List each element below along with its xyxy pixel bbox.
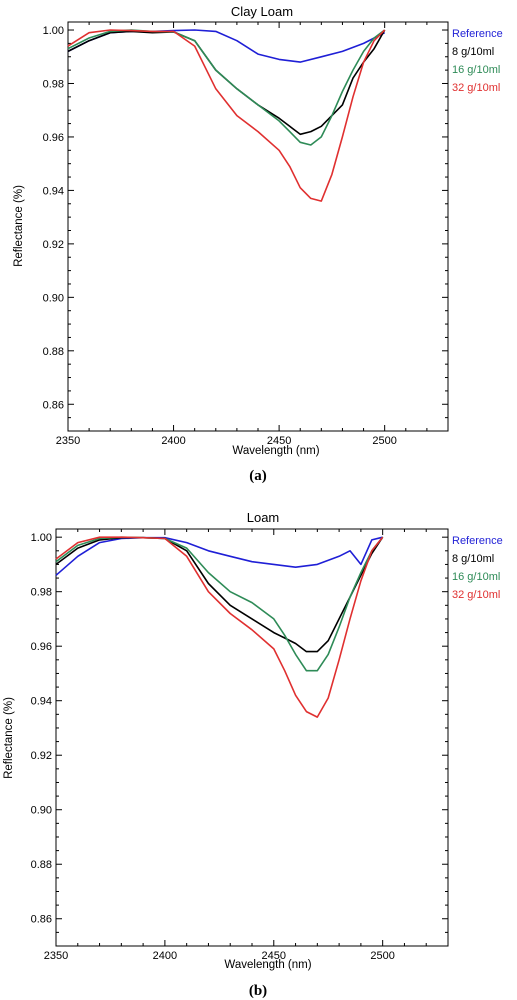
figure-caption: (b)	[249, 983, 267, 999]
series-line-32-g-10ml	[55, 536, 384, 718]
x-tick-label: 2450	[262, 950, 286, 962]
legend-label-8g: 8 g/10ml	[452, 553, 494, 565]
x-axis-title: Wavelength (nm)	[232, 445, 319, 457]
y-tick-label: 0.92	[31, 750, 52, 762]
x-tick-label: 2350	[56, 435, 80, 447]
y-tick-label: 1.00	[43, 25, 64, 37]
legend: Reference 8 g/10ml 16 g/10ml 32 g/10ml	[452, 535, 503, 601]
series-line-32-g-10ml	[67, 29, 386, 202]
x-axis-title: Wavelength (nm)	[224, 959, 311, 971]
chart-title: Loam	[247, 510, 280, 525]
x-tick-label: 2400	[161, 435, 185, 447]
plot-frame	[55, 528, 449, 947]
legend-label-8g: 8 g/10ml	[452, 46, 494, 58]
y-tick-label: 0.90	[43, 292, 64, 304]
legend-label-16g: 16 g/10ml	[452, 571, 500, 583]
legend-label-16g: 16 g/10ml	[452, 64, 500, 76]
y-tick-label: 0.96	[31, 641, 52, 653]
x-tick-label: 2400	[153, 950, 177, 962]
series-line-16-g-10ml	[55, 536, 384, 672]
series-line-16-g-10ml	[67, 29, 386, 146]
series-group	[67, 29, 386, 202]
legend-label-32g: 32 g/10ml	[452, 589, 500, 601]
x-tick-label: 2450	[267, 435, 291, 447]
tick-group: 2350 2400 2450 2500 1.00 0.98 0.96 0.94 0.92 0.90…	[31, 529, 448, 962]
y-tick-label: 0.90	[31, 805, 52, 817]
panel-a: Clay Loam 2350 2400 2450 2500 1.00 0.98 0.96 0.…	[13, 4, 503, 484]
plot-frame	[67, 21, 449, 432]
legend: Reference 8 g/10ml 16 g/10ml 32 g/10ml	[452, 28, 503, 94]
y-tick-label: 0.96	[43, 132, 64, 144]
series-line-8-g-10ml	[67, 29, 386, 136]
y-tick-label: 0.86	[43, 399, 64, 411]
y-tick-label: 1.00	[31, 532, 52, 544]
figure-caption: (a)	[249, 468, 267, 484]
y-tick-label: 0.98	[31, 587, 52, 599]
y-tick-label: 0.88	[43, 346, 64, 358]
y-axis-title: Reflectance (%)	[3, 697, 15, 779]
x-tick-label: 2500	[370, 950, 394, 962]
legend-label-32g: 32 g/10ml	[452, 82, 500, 94]
y-tick-label: 0.86	[31, 914, 52, 926]
series-line-reference	[55, 536, 383, 576]
x-tick-label: 2350	[44, 950, 68, 962]
series-group	[55, 536, 384, 718]
chart-title: Clay Loam	[231, 4, 293, 19]
legend-label-reference: Reference	[452, 28, 503, 40]
x-tick-label: 2500	[372, 435, 396, 447]
legend-label-reference: Reference	[452, 535, 503, 547]
y-tick-label: 0.88	[31, 859, 52, 871]
tick-group: 2350 2400 2450 2500 1.00 0.98 0.96 0.94 0.92 0.90…	[43, 22, 448, 447]
panel-b: Loam 2350 2400 2450 2500 1.00 0.98 0.96 0.94 0.9…	[3, 510, 503, 999]
y-tick-label: 0.92	[43, 239, 64, 251]
y-tick-label: 0.98	[43, 78, 64, 90]
y-tick-label: 0.94	[31, 696, 52, 708]
series-line-reference	[67, 29, 386, 63]
y-tick-label: 0.94	[43, 185, 64, 197]
y-axis-title: Reflectance (%)	[13, 185, 25, 267]
